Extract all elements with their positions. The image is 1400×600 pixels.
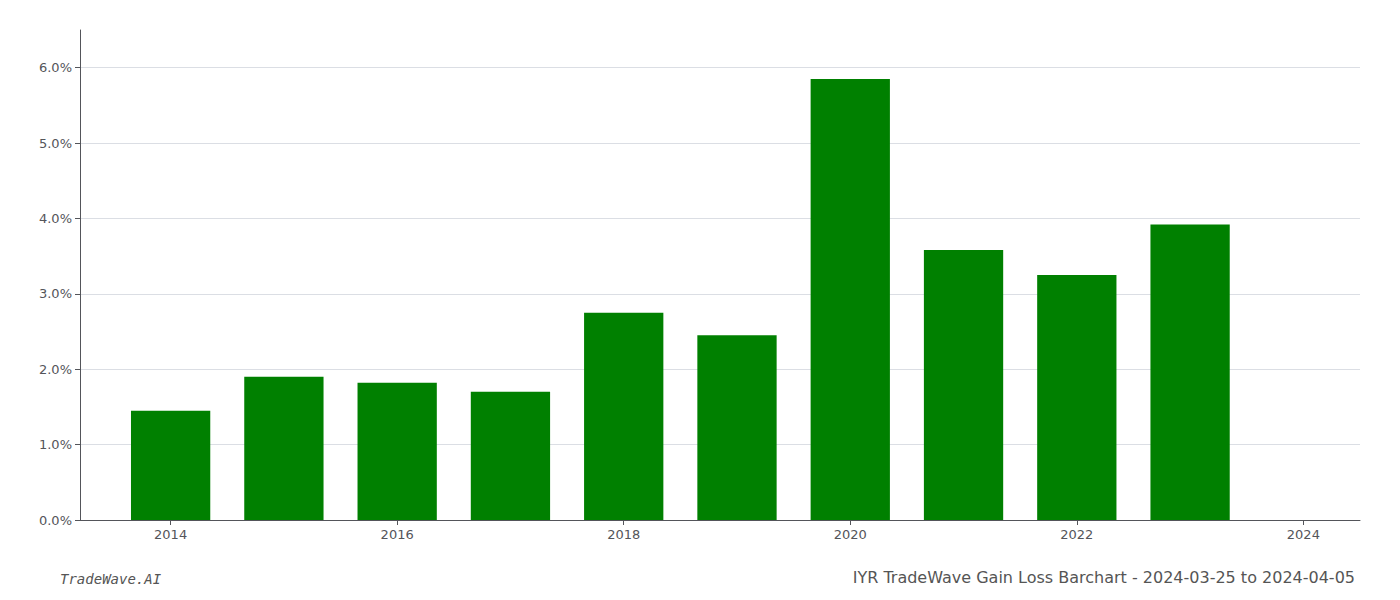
svg-text:1.0%: 1.0%: [39, 437, 72, 452]
svg-text:2016: 2016: [381, 527, 414, 542]
svg-text:IYR TradeWave Gain Loss Barcha: IYR TradeWave Gain Loss Barchart - 2024-…: [853, 568, 1355, 587]
svg-text:2014: 2014: [154, 527, 187, 542]
svg-text:2.0%: 2.0%: [39, 362, 72, 377]
svg-text:2020: 2020: [834, 527, 867, 542]
svg-text:6.0%: 6.0%: [39, 60, 72, 75]
svg-text:4.0%: 4.0%: [39, 211, 72, 226]
svg-text:3.0%: 3.0%: [39, 286, 72, 301]
svg-text:5.0%: 5.0%: [39, 136, 72, 151]
svg-text:2018: 2018: [607, 527, 640, 542]
svg-text:0.0%: 0.0%: [39, 513, 72, 528]
svg-text:2024: 2024: [1287, 527, 1320, 542]
svg-text:TradeWave.AI: TradeWave.AI: [60, 571, 162, 587]
svg-text:2022: 2022: [1060, 527, 1093, 542]
